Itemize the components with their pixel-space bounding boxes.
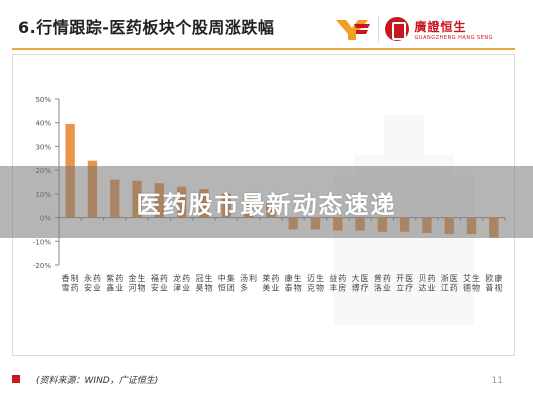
logo-name-en: GUANGZHENG HANG SENG (414, 34, 493, 41)
seal-icon (384, 17, 409, 41)
x-tick-label: 莱美药业 (262, 273, 279, 293)
headline-text: 医药股市最新动态速递 (136, 190, 397, 219)
x-tick-label: 福安药业 (151, 273, 168, 293)
x-tick-label: 益丰药房 (329, 273, 346, 293)
header-rule (12, 48, 515, 50)
y-tick-label: -10% (33, 238, 51, 246)
brand-logo: 廣證恒生 GUANGZHENG HANG SENG (334, 14, 493, 44)
x-tick-label: 普洛药业 (374, 273, 391, 293)
x-tick-label: 艾德生物 (463, 273, 480, 293)
x-tick-label: 贝达药业 (418, 273, 435, 293)
logo-text: 廣證恒生 GUANGZHENG HANG SENG (415, 18, 493, 41)
x-tick-label: 浙江医药 (441, 273, 458, 293)
logo-name-cn: 廣證恒生 (414, 19, 467, 34)
x-tick-label: 冠昊生物 (195, 273, 212, 293)
headline-banner: 医药股市最新动态速递 (0, 166, 533, 238)
x-tick-label: 金河生物 (129, 273, 146, 293)
y-tick-label: 40% (35, 120, 51, 128)
x-tick-label: 紫鑫药业 (106, 273, 123, 293)
x-tick-label: 大博医疗 (352, 273, 369, 293)
x-tick-label: 龙津药业 (173, 273, 190, 293)
x-tick-label: 中恒集团 (218, 273, 235, 293)
x-tick-label: 香雪制药 (62, 273, 79, 293)
y-tick-label: 30% (35, 143, 51, 151)
x-tick-label: 汤多利 (240, 273, 257, 293)
source-note: (资料来源：WIND，广证恒生) (36, 376, 159, 386)
x-tick-label: 开立医疗 (396, 274, 413, 293)
x-tick-label: 迈克生物 (307, 273, 324, 293)
logo-divider (377, 16, 379, 42)
y-tick-label: 50% (35, 96, 51, 104)
x-tick-label: 永安药业 (84, 273, 101, 293)
y-tick-label: -20% (33, 262, 51, 270)
x-tick-label: 欧普康视 (485, 273, 502, 293)
ye-logo-icon (335, 20, 370, 40)
page-title: 6.行情跟踪-医药板块个股周涨跌幅 (18, 18, 275, 37)
footer-marker (12, 375, 20, 383)
page-number: 11 (491, 376, 503, 386)
x-tick-label: 康泰生物 (285, 273, 302, 293)
